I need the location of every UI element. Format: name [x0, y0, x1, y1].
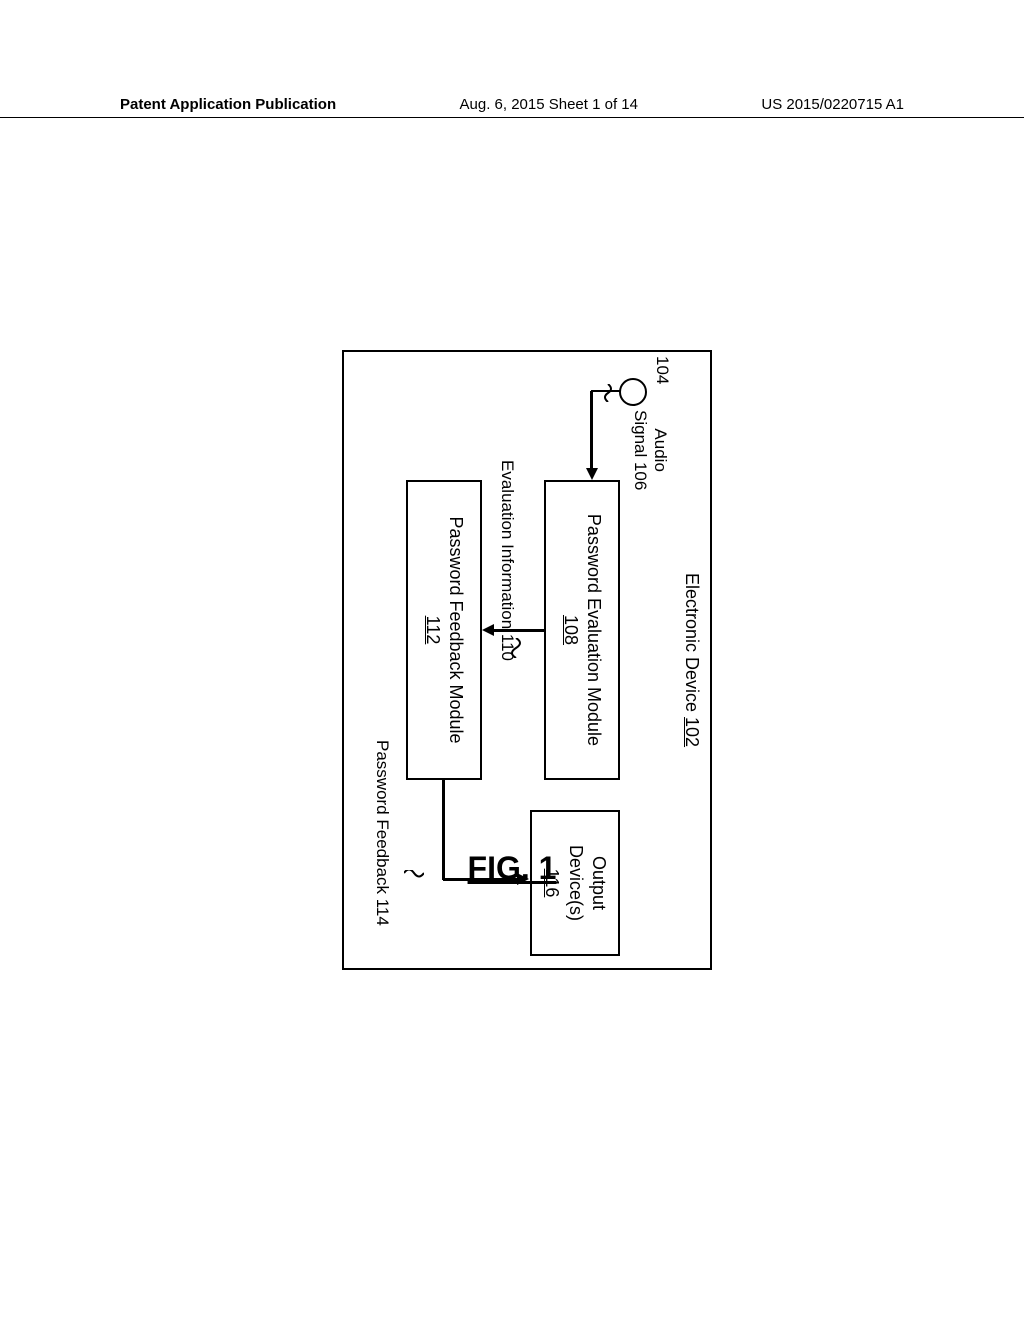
mic-lead-line [596, 384, 614, 402]
device-title: Electronic Device 102 [681, 573, 702, 747]
audio-line1: Audio [651, 428, 670, 471]
audio-signal-label: Audio Signal 106 [629, 410, 670, 490]
password-evaluation-module: Password Evaluation Module 108 [544, 480, 620, 780]
figure-caption: FIG. 1 [468, 850, 557, 887]
header-publication: Patent Application Publication [120, 96, 336, 113]
password-feedback-label: Password Feedback 114 [372, 740, 392, 926]
eval-module-text: Password Evaluation Module [582, 482, 605, 778]
arrow-eval-to-feedback-head [482, 624, 494, 636]
header-pub-number: US 2015/0220715 A1 [761, 96, 904, 113]
device-title-ref: 102 [682, 717, 702, 747]
device-title-text: Electronic Device [682, 573, 702, 712]
arrow-fb-to-out-h [443, 780, 446, 880]
output-line2: Device(s) [563, 812, 586, 954]
password-feedback-module: Password Feedback Module 112 [406, 480, 482, 780]
page-header: Patent Application Publication Aug. 6, 2… [0, 88, 1024, 118]
output-line1: Output [587, 812, 610, 954]
microphone-icon [619, 378, 647, 406]
mic-ref-label: 104 [652, 356, 672, 384]
eval-module-ref: 108 [559, 482, 582, 778]
header-date-sheet: Aug. 6, 2015 Sheet 1 of 14 [460, 96, 638, 113]
evaluation-information-label: Evaluation Information 110 [497, 460, 517, 661]
arrow-mic-to-eval-line [591, 391, 594, 469]
arrow-mic-to-eval-head [586, 468, 598, 480]
audio-line2: Signal 106 [631, 410, 650, 490]
pw-feedback-lead-line [404, 870, 424, 890]
feedback-module-ref: 112 [421, 482, 444, 778]
feedback-module-text: Password Feedback Module [444, 482, 467, 778]
